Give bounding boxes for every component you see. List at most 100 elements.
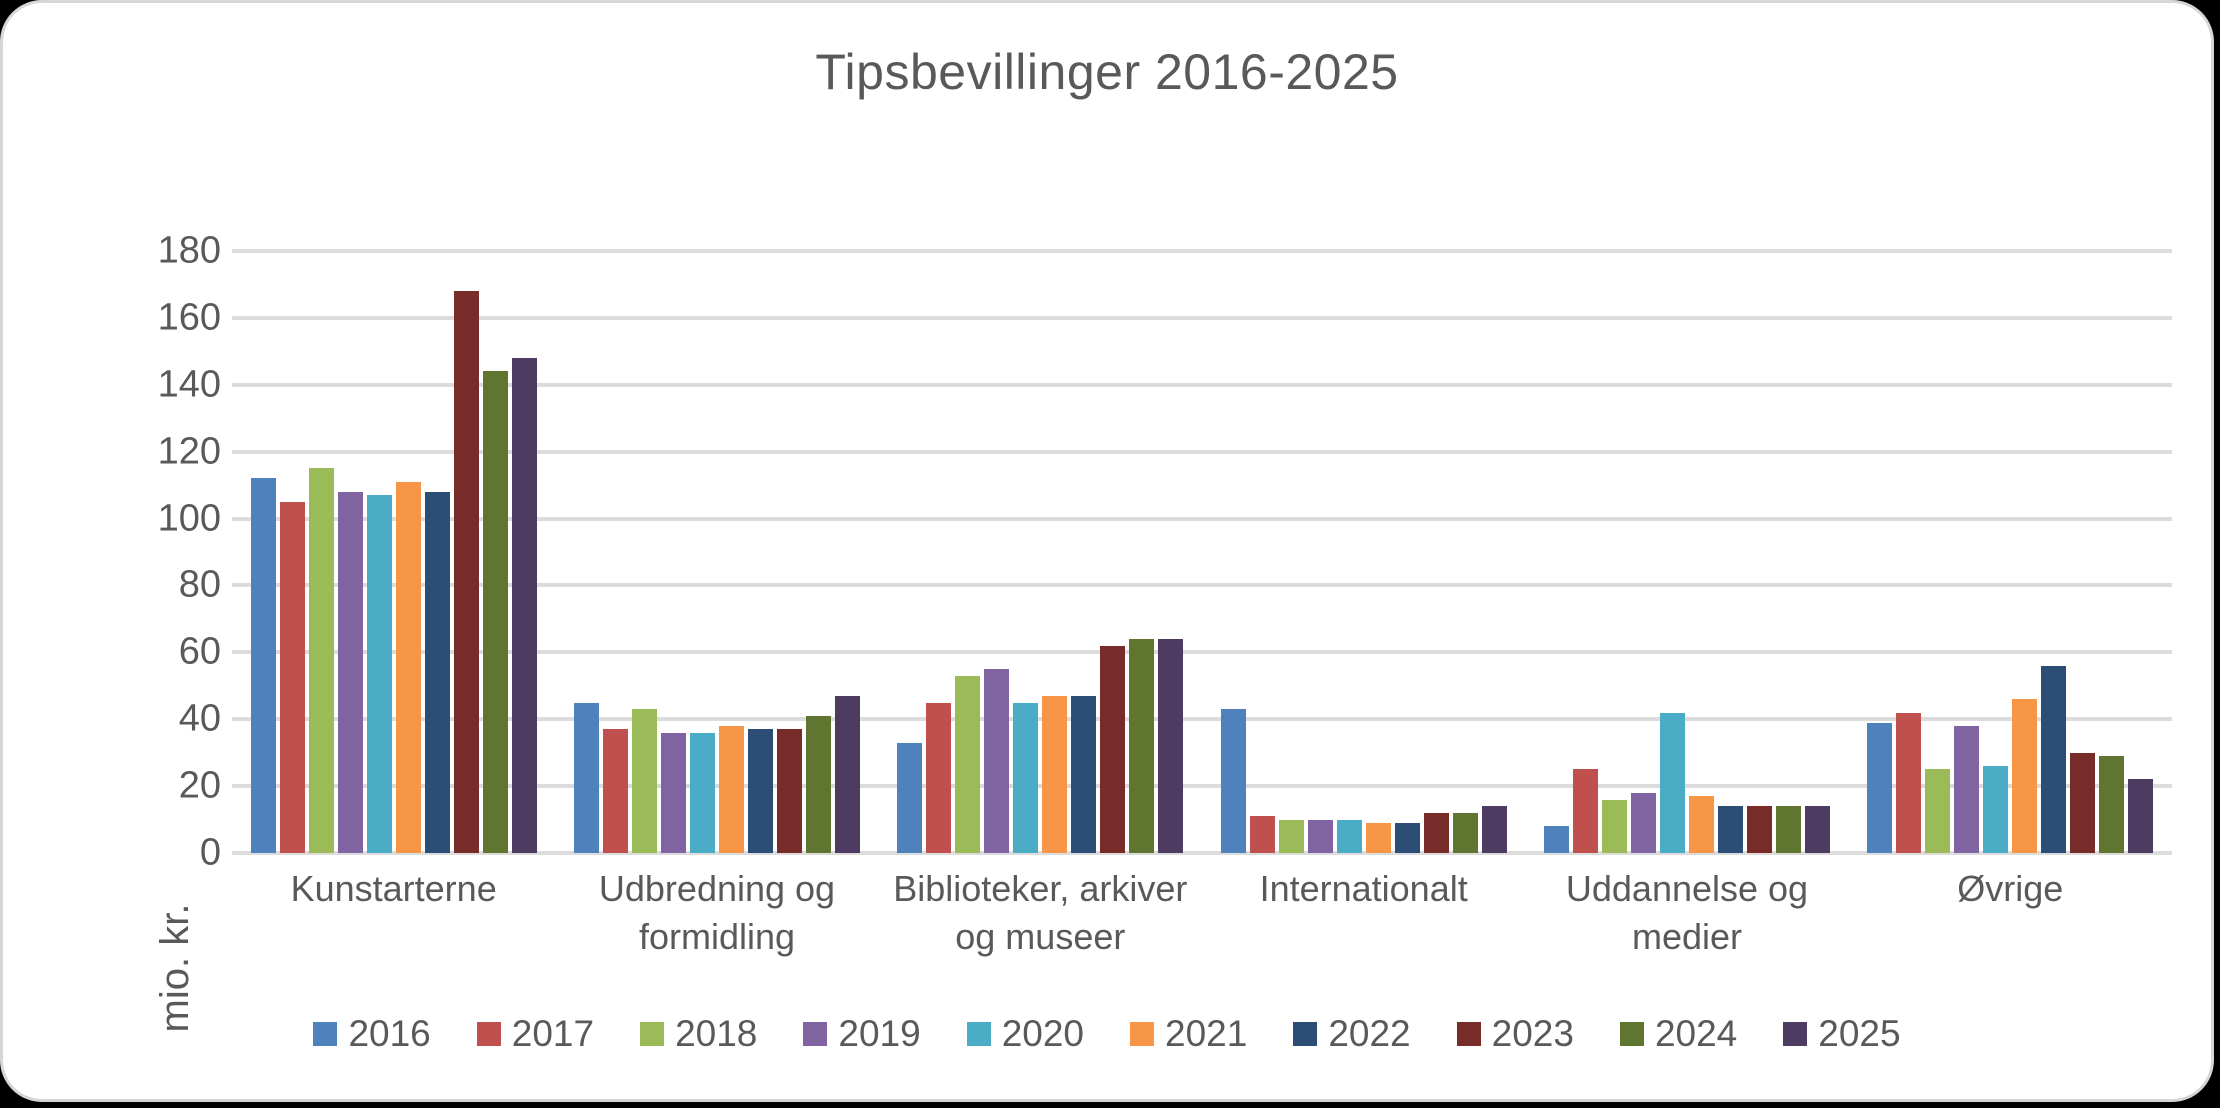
gridline-120 — [232, 449, 2172, 454]
legend-label-2019: 2019 — [838, 1013, 921, 1054]
legend-item-2022: 2022 — [1293, 1013, 1411, 1055]
bar-2024-4 — [1452, 812, 1478, 853]
legend-item-2025: 2025 — [1783, 1013, 1901, 1055]
bar-2024-2 — [805, 715, 831, 853]
legend-item-2018: 2018 — [640, 1013, 757, 1055]
bar-group-1 — [232, 251, 555, 853]
y-tick-label-40: 40 — [178, 697, 221, 740]
category-label-1: Kunstarterne — [290, 868, 497, 909]
legend-label-2022: 2022 — [1328, 1013, 1411, 1054]
y-tick-label-160: 160 — [157, 296, 221, 339]
bar-2021-1 — [395, 481, 421, 853]
gridline-100 — [232, 516, 2172, 521]
bar-2022-5 — [1717, 806, 1743, 853]
bar-2017-3 — [926, 702, 952, 853]
bar-2023-2 — [776, 729, 802, 853]
bar-2023-3 — [1100, 645, 1126, 853]
y-tick-label-180: 180 — [157, 229, 221, 272]
plot-area — [232, 249, 2172, 855]
bar-2017-2 — [602, 729, 628, 853]
bar-2025-3 — [1158, 638, 1184, 853]
bar-2021-4 — [1365, 822, 1391, 853]
bar-2019-3 — [984, 669, 1010, 853]
legend-label-2024: 2024 — [1654, 1013, 1738, 1054]
legend-swatch-icon — [803, 1022, 828, 1046]
category-label-5: Uddannelse og medier — [1565, 868, 1809, 957]
bar-2019-5 — [1630, 792, 1656, 853]
bar-2019-6 — [1954, 725, 1980, 853]
legend: 2016 2017 2018 2019 2020 2021 2022 2023 2024 2025 — [3, 1013, 2211, 1055]
legend-item-2024: 2024 — [1619, 1013, 1738, 1055]
bar-2020-4 — [1336, 819, 1362, 853]
gridline-160 — [232, 315, 2172, 320]
bar-2023-1 — [453, 291, 479, 853]
bar-2020-5 — [1659, 712, 1685, 853]
y-axis-title: mio. kr. — [153, 903, 197, 1033]
bar-2016-4 — [1220, 709, 1246, 853]
legend-label-2025: 2025 — [1818, 1013, 1901, 1054]
bar-group-5 — [1525, 251, 1848, 853]
bar-2021-5 — [1688, 796, 1714, 853]
legend-item-2021: 2021 — [1130, 1013, 1247, 1055]
bar-2016-5 — [1543, 826, 1569, 853]
legend-item-2016: 2016 — [313, 1013, 431, 1055]
gridline-140 — [232, 382, 2172, 387]
bar-2025-6 — [2128, 779, 2154, 853]
bar-2022-3 — [1071, 695, 1097, 853]
gridline-60 — [232, 650, 2172, 655]
legend-item-2020: 2020 — [966, 1013, 1084, 1055]
bar-2018-2 — [631, 709, 657, 853]
legend-label-2021: 2021 — [1165, 1013, 1248, 1054]
bar-2017-1 — [279, 501, 305, 853]
chart-title: Tipsbevillinger 2016-2025 — [815, 44, 1399, 100]
legend-label-2023: 2023 — [1491, 1013, 1574, 1054]
legend-item-2023: 2023 — [1456, 1013, 1574, 1055]
legend-item-2017: 2017 — [476, 1013, 595, 1055]
category-label-2: Udbredning og formidling — [598, 868, 836, 957]
bar-2022-4 — [1394, 822, 1420, 853]
bar-2019-4 — [1307, 819, 1333, 853]
bar-2023-6 — [2070, 752, 2096, 853]
legend-swatch-icon — [966, 1022, 991, 1046]
gridline-180 — [232, 249, 2172, 253]
bar-2018-4 — [1278, 819, 1304, 853]
bar-2019-1 — [337, 491, 363, 853]
bar-2020-1 — [366, 495, 392, 853]
bar-2024-1 — [482, 371, 508, 853]
bar-group-2 — [555, 251, 878, 853]
bar-2018-5 — [1601, 799, 1627, 853]
legend-swatch-icon — [1130, 1022, 1154, 1046]
bar-2018-1 — [308, 468, 334, 853]
bar-2021-6 — [2012, 699, 2038, 853]
bar-2016-3 — [897, 742, 923, 853]
y-tick-label-100: 100 — [157, 497, 221, 540]
bar-2025-1 — [511, 358, 537, 853]
legend-swatch-icon — [313, 1022, 338, 1046]
bar-2017-5 — [1572, 769, 1598, 853]
bar-2022-6 — [2041, 665, 2067, 853]
bar-2016-2 — [573, 702, 599, 853]
bar-2018-3 — [955, 675, 981, 853]
bar-2025-5 — [1804, 806, 1830, 853]
legend-item-2019: 2019 — [803, 1013, 921, 1055]
legend-label-2017: 2017 — [511, 1013, 595, 1054]
legend-swatch-icon — [640, 1022, 665, 1046]
bar-group-3 — [879, 251, 1202, 853]
legend-swatch-icon — [476, 1022, 501, 1046]
bar-group-6 — [1849, 251, 2172, 853]
bar-2021-3 — [1042, 695, 1068, 853]
y-tick-label-120: 120 — [157, 430, 221, 473]
y-tick-label-0: 0 — [199, 831, 221, 874]
bar-2016-6 — [1867, 722, 1893, 853]
bar-group-4 — [1202, 251, 1525, 853]
legend-swatch-icon — [1293, 1022, 1318, 1046]
category-label-6: Øvrige — [1957, 868, 2064, 909]
gridline-0 — [232, 851, 2172, 855]
bar-2024-6 — [2099, 756, 2125, 853]
y-tick-label-60: 60 — [178, 630, 221, 673]
legend-label-2018: 2018 — [675, 1013, 758, 1054]
bar-2016-1 — [250, 478, 276, 853]
bar-2020-2 — [689, 732, 715, 853]
gridline-80 — [232, 583, 2172, 588]
bar-2024-3 — [1129, 638, 1155, 853]
